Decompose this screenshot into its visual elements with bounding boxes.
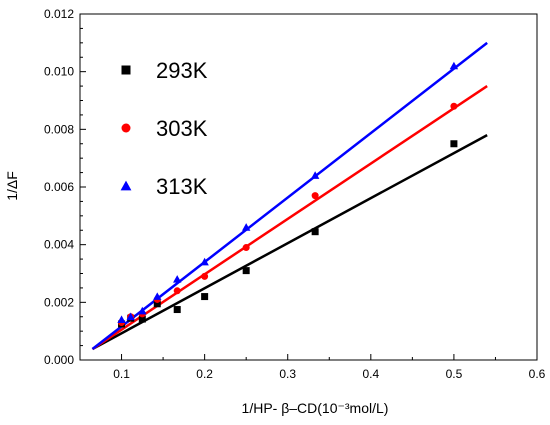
data-point-313K bbox=[310, 171, 320, 179]
y-axis-ticks: 0.000 0.002 0.004 0.006 0.008 0.010 0.012 bbox=[44, 7, 86, 367]
data-point-313K bbox=[153, 292, 162, 300]
data-point-293K bbox=[153, 300, 161, 308]
data-point-293K bbox=[138, 315, 146, 323]
fit-line-313K bbox=[91, 41, 488, 351]
data-points bbox=[117, 61, 459, 328]
fit-line-303K bbox=[91, 85, 488, 351]
data-point-293K bbox=[450, 140, 458, 148]
fit-line-293K bbox=[91, 134, 488, 351]
data-point-303K bbox=[201, 272, 209, 280]
data-point-293K bbox=[173, 306, 181, 314]
x-tick-label: 0.5 bbox=[446, 367, 463, 381]
y-axis-title: 1/ΔF bbox=[4, 171, 20, 201]
data-point-313K bbox=[126, 312, 135, 321]
x-tick-label: 0.4 bbox=[362, 367, 379, 381]
data-point-313K bbox=[449, 61, 459, 70]
legend-label: 293K bbox=[156, 58, 208, 83]
data-point-313K bbox=[173, 275, 182, 283]
data-point-303K bbox=[173, 287, 181, 295]
legend: 293K 303K 313K bbox=[120, 58, 208, 199]
legend-label: 303K bbox=[156, 116, 208, 141]
x-tick-label: 0.2 bbox=[196, 367, 213, 381]
y-tick-label: 0.002 bbox=[44, 295, 74, 309]
y-tick-label: 0.010 bbox=[44, 65, 74, 79]
data-point-313K bbox=[241, 223, 251, 231]
data-point-313K bbox=[138, 306, 147, 315]
y-tick-label: 0.004 bbox=[44, 238, 74, 252]
data-point-313K bbox=[117, 315, 126, 323]
x-axis-title: 1/HP- β–CD(10⁻³mol/L) bbox=[242, 400, 389, 416]
y-tick-label: 0.008 bbox=[44, 122, 74, 136]
data-point-293K bbox=[311, 228, 319, 236]
legend-marker-303K bbox=[121, 123, 131, 133]
data-point-303K bbox=[450, 102, 458, 110]
y-tick-label: 0.000 bbox=[44, 353, 74, 367]
legend-marker-293K bbox=[121, 65, 131, 75]
plot-frame bbox=[79, 13, 538, 361]
data-point-293K bbox=[242, 267, 250, 275]
data-point-303K bbox=[242, 244, 250, 252]
x-tick-label: 0.3 bbox=[279, 367, 296, 381]
legend-marker-313K bbox=[120, 180, 132, 191]
x-axis-ticks: 0.1 0.2 0.3 0.4 0.5 0.6 bbox=[79, 354, 546, 381]
x-tick-label: 0.1 bbox=[113, 367, 130, 381]
data-point-293K bbox=[201, 293, 209, 301]
axes-frame bbox=[79, 13, 538, 361]
x-tick-label: 0.6 bbox=[529, 367, 546, 381]
legend-label: 313K bbox=[156, 174, 208, 199]
fit-lines bbox=[91, 41, 488, 351]
y-tick-label: 0.012 bbox=[44, 7, 74, 21]
data-point-313K bbox=[200, 257, 209, 266]
data-point-303K bbox=[311, 192, 319, 200]
y-tick-label: 0.006 bbox=[44, 180, 74, 194]
